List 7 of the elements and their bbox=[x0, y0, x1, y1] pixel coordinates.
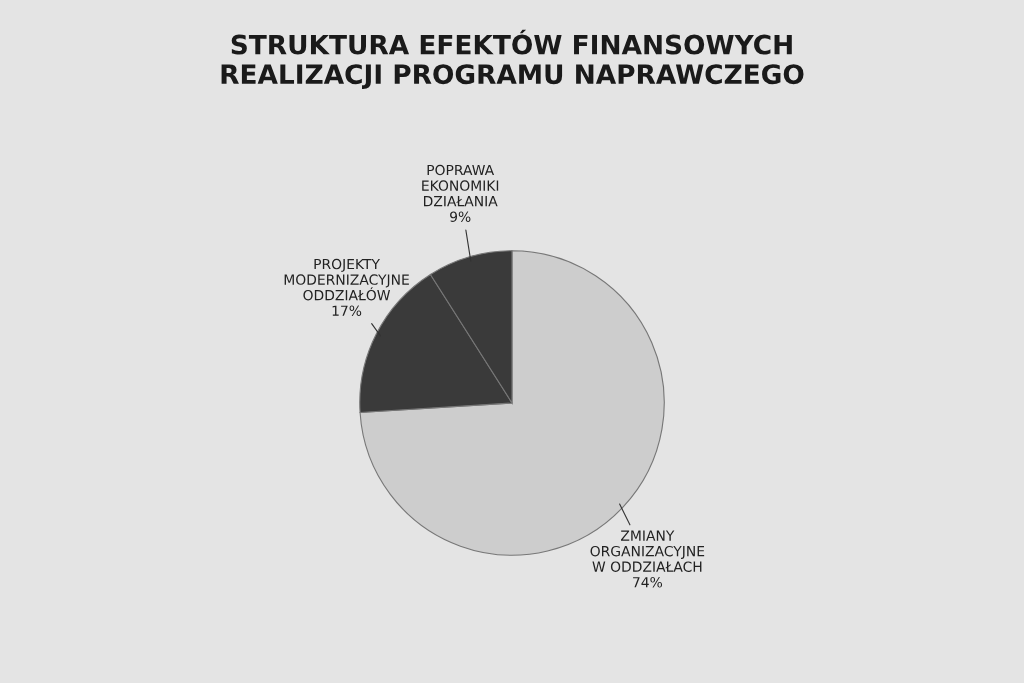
data-label: 9% bbox=[450, 211, 471, 222]
data-label: 17% bbox=[332, 305, 362, 316]
chart-title: STRUKTURA EFEKTÓW FINANSOWYCH REALIZACJI PROGRAMU NAPRAWCZEGO bbox=[221, 29, 804, 90]
slice-label: POPRAWA EKONOMIKI DZIAŁANIA bbox=[422, 164, 499, 207]
data-label: 74% bbox=[633, 576, 663, 588]
slice-label: PROJEKTY MODERNIZACYJNE ODDZIAŁÓW bbox=[284, 258, 409, 301]
slice-label: ZMIANY ORGANIZACYJNE W ODDZIAŁACH bbox=[590, 530, 705, 572]
